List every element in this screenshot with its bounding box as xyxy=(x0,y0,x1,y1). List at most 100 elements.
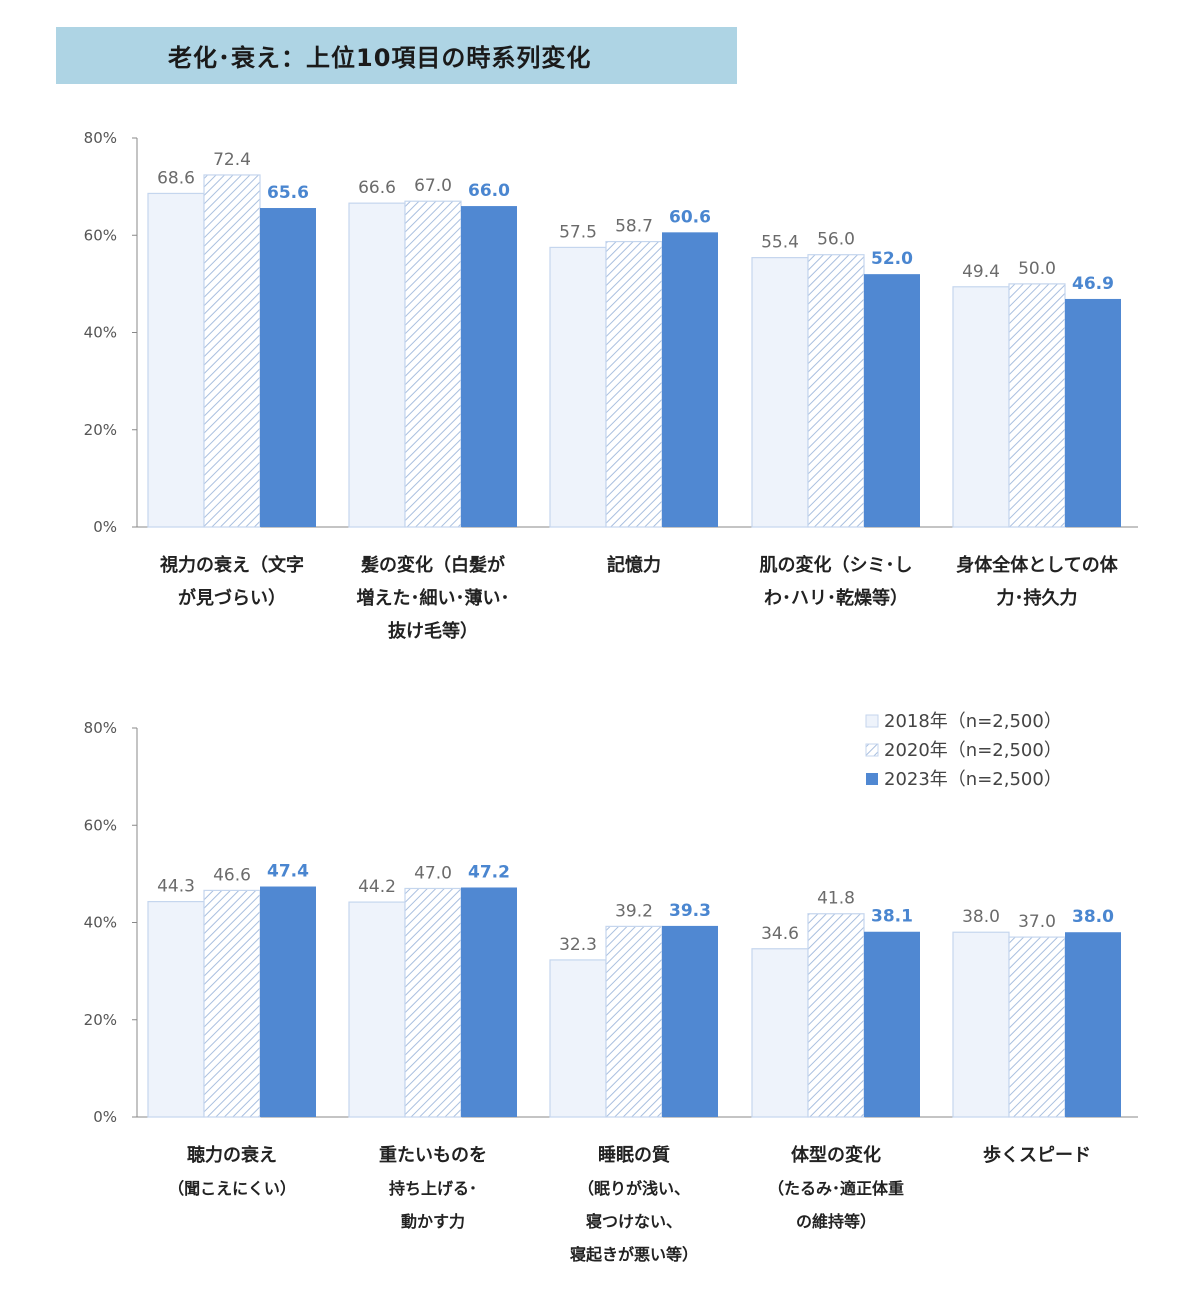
y-tick-label: 60% xyxy=(84,816,117,834)
y-tick-label: 80% xyxy=(84,719,117,737)
bar-value-label: 50.0 xyxy=(1018,259,1056,279)
chart-2: 0% 20% 40% 60% 80% 44.3 44.2 32.3 34.6 38.0 46.6 47… xyxy=(84,719,1138,1264)
category-label: 肌の変化（シミ･し xyxy=(760,554,913,576)
category-label: 抜け毛等） xyxy=(388,620,478,642)
y-tick-label: 80% xyxy=(84,129,117,147)
category-label: 髪の変化（白髪が xyxy=(360,554,505,576)
bar-value-label: 39.2 xyxy=(615,901,653,921)
y-tick-label: 40% xyxy=(84,914,117,932)
category-label: 持ち上げる･ xyxy=(389,1179,477,1198)
chart-title-banner: 老化･衰え：上位10項目の時系列変化 xyxy=(56,27,737,84)
bar-value-label: 65.6 xyxy=(267,183,309,203)
bar-value-label: 41.8 xyxy=(817,889,855,909)
bar-value-label: 47.4 xyxy=(267,862,309,882)
category-label: が見づらい） xyxy=(178,587,286,609)
bar-value-label: 38.0 xyxy=(962,907,1000,927)
bar-2018年（n=2,500） xyxy=(952,931,1010,1118)
bar-2023年（n=2,500） xyxy=(1065,932,1121,1117)
bar-value-label: 66.6 xyxy=(358,178,396,198)
legend-label-s2020: 2020年（n=2,500） xyxy=(884,740,1062,761)
bar-2020年（n=2,500） xyxy=(404,887,462,1118)
legend: 2018年（n=2,500） 2020年（n=2,500） 2023年（n=2,50… xyxy=(865,711,1062,790)
category-label: 歩くスピード xyxy=(983,1145,1091,1166)
y-tick-label: 0% xyxy=(93,1108,117,1126)
category-label: 聴力の衰え xyxy=(187,1144,277,1166)
y-tick-label: 20% xyxy=(84,1011,117,1029)
bar-value-label: 66.0 xyxy=(468,181,510,201)
category-label: 身体全体としての体 xyxy=(956,554,1118,576)
y-tick-label: 20% xyxy=(84,421,117,439)
bar-2020年（n=2,500） xyxy=(605,240,663,528)
category-label: の維持等） xyxy=(796,1212,876,1231)
bar-value-label: 67.0 xyxy=(414,176,452,196)
bar-2020年（n=2,500） xyxy=(203,174,261,528)
bar-2018年（n=2,500） xyxy=(549,959,607,1118)
category-label: 力･持久力 xyxy=(997,587,1078,609)
y-tick-label: 0% xyxy=(93,518,117,536)
category-label: 重たいものを xyxy=(379,1144,487,1166)
category-label: （聞こえにくい） xyxy=(168,1179,296,1198)
bar-2018年（n=2,500） xyxy=(952,286,1010,528)
bar-value-label: 34.6 xyxy=(761,924,799,944)
bar-2020年（n=2,500） xyxy=(203,889,261,1118)
bar-2023年（n=2,500） xyxy=(260,208,316,527)
bar-value-label: 38.0 xyxy=(1072,907,1114,927)
category-label: 寝起きが悪い等） xyxy=(570,1245,698,1264)
legend-swatch-s2023 xyxy=(866,773,878,785)
category-label: 視力の衰え（文字 xyxy=(159,554,304,576)
category-label: （眠りが浅い、 xyxy=(578,1179,690,1198)
category-label: 寝つけない、 xyxy=(586,1212,682,1231)
bar-value-label: 37.0 xyxy=(1018,912,1056,932)
bar-value-label: 52.0 xyxy=(871,249,913,269)
bar-value-label: 44.3 xyxy=(157,877,195,897)
bar-2023年（n=2,500） xyxy=(260,886,316,1117)
bar-2018年（n=2,500） xyxy=(348,901,406,1118)
bar-2018年（n=2,500） xyxy=(549,246,607,528)
bar-value-label: 47.0 xyxy=(414,863,452,883)
bar-2023年（n=2,500） xyxy=(662,232,718,527)
bar-2023年（n=2,500） xyxy=(662,925,718,1117)
bar-value-label: 60.6 xyxy=(669,207,711,227)
category-label: わ･ハリ･乾燥等） xyxy=(764,587,908,609)
bar-2018年（n=2,500） xyxy=(751,257,809,528)
bar-2023年（n=2,500） xyxy=(461,206,517,527)
bar-value-label: 55.4 xyxy=(761,233,799,253)
category-label: 増えた･細い･薄い･ xyxy=(357,587,510,609)
category-label: 睡眠の質 xyxy=(598,1144,670,1166)
bar-value-label: 47.2 xyxy=(468,862,510,882)
category-label: 記憶力 xyxy=(607,554,661,576)
bar-value-label: 72.4 xyxy=(213,150,251,170)
bar-value-label: 46.6 xyxy=(213,865,251,885)
bar-2020年（n=2,500） xyxy=(404,200,462,528)
bar-2020年（n=2,500） xyxy=(807,254,865,528)
legend-swatch-s2020 xyxy=(865,743,879,757)
category-label: （たるみ･適正体重 xyxy=(768,1179,904,1198)
bar-2023年（n=2,500） xyxy=(461,887,517,1117)
chart-1: 0% 20% 40% 60% 80% 68.6 66.6 57.5 55.4 49.4 72.4 67… xyxy=(84,129,1138,642)
bar-2018年（n=2,500） xyxy=(348,202,406,528)
bar-value-label: 44.2 xyxy=(358,877,396,897)
bar-value-label: 58.7 xyxy=(615,217,653,237)
bar-value-label: 38.1 xyxy=(871,907,913,927)
legend-swatch-s2018 xyxy=(865,714,879,728)
bar-value-label: 46.9 xyxy=(1072,274,1114,294)
bar-value-label: 39.3 xyxy=(669,901,711,921)
legend-label-s2023: 2023年（n=2,500） xyxy=(884,769,1062,790)
bar-2020年（n=2,500） xyxy=(605,925,663,1118)
bar-value-label: 68.6 xyxy=(157,168,195,188)
bar-2020年（n=2,500） xyxy=(807,913,865,1118)
bar-value-label: 49.4 xyxy=(962,262,1000,282)
bar-2023年（n=2,500） xyxy=(864,274,920,527)
chart-title: 老化･衰え：上位10項目の時系列変化 xyxy=(168,44,592,72)
category-label: 動かす力 xyxy=(401,1212,465,1231)
bar-2018年（n=2,500） xyxy=(147,192,205,528)
legend-label-s2018: 2018年（n=2,500） xyxy=(884,711,1062,732)
y-tick-label: 60% xyxy=(84,226,117,244)
y-tick-label: 40% xyxy=(84,324,117,342)
bar-2018年（n=2,500） xyxy=(751,948,809,1118)
bar-2023年（n=2,500） xyxy=(864,931,920,1117)
bar-2018年（n=2,500） xyxy=(147,900,205,1118)
bar-2020年（n=2,500） xyxy=(1008,283,1066,528)
bar-value-label: 57.5 xyxy=(559,222,597,242)
